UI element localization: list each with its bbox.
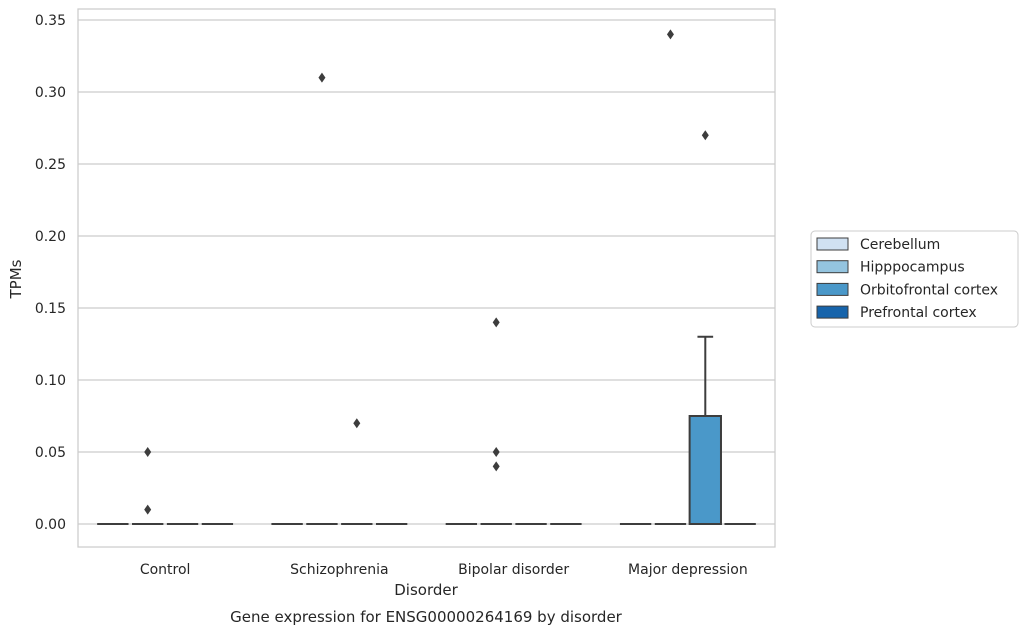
x-tick-label: Major depression	[628, 562, 748, 578]
outlier-point	[353, 418, 361, 429]
box-group	[341, 418, 373, 525]
plot-frame	[77, 8, 776, 548]
legend-label: Orbitofrontal cortex	[860, 282, 998, 298]
legend-label: Prefrontal cortex	[860, 305, 977, 321]
outlier-point	[492, 447, 500, 457]
legend-frame	[810, 230, 1019, 328]
y-tick-label: 0.05	[35, 445, 66, 461]
y-tick-label: 0.35	[35, 13, 66, 29]
legend-swatch	[816, 282, 849, 296]
y-tick-label: 0.20	[35, 229, 66, 245]
box-marks	[97, 29, 756, 525]
y-tick-label: 0.00	[35, 517, 66, 533]
grid-lines	[78, 19, 775, 525]
x-tick-label: Schizophrenia	[290, 562, 388, 578]
outlier-point	[492, 317, 500, 328]
x-tick-label: Bipolar disorder	[458, 562, 569, 578]
outlier-point	[701, 130, 709, 141]
box-group	[654, 29, 687, 525]
outlier-point	[492, 461, 500, 472]
y-tick-labels: 0.00 0.05 0.10 0.15 0.20 0.25 0.30 0.35	[35, 13, 66, 533]
x-tick-label: Control	[140, 562, 191, 578]
x-tick-labels: Control Schizophrenia Bipolar disorder Majo…	[140, 562, 748, 578]
box-group	[688, 130, 722, 525]
box	[688, 415, 722, 525]
outlier-point	[144, 504, 152, 515]
y-tick-label: 0.10	[35, 373, 66, 389]
outlier-point	[666, 29, 674, 40]
y-axis-label: TPMs	[7, 259, 25, 299]
box-group	[132, 447, 164, 525]
y-tick-label: 0.25	[35, 157, 66, 173]
legend-swatch	[816, 305, 849, 319]
y-tick-label: 0.15	[35, 301, 66, 317]
outlier-point	[318, 72, 326, 83]
legend-swatch	[816, 237, 849, 251]
y-tick-label: 0.30	[35, 85, 66, 101]
outlier-point	[144, 447, 152, 457]
box-group	[306, 72, 338, 525]
legend: Cerebellum Hipppocampus Orbitofrontal cort…	[810, 230, 1019, 328]
chart-caption: Gene expression for ENSG00000264169 by d…	[230, 608, 623, 626]
legend-swatch	[816, 260, 849, 274]
legend-label: Cerebellum	[860, 237, 940, 253]
x-axis-label: Disorder	[394, 581, 458, 599]
box-group	[480, 317, 512, 525]
legend-label: Hipppocampus	[860, 260, 965, 276]
